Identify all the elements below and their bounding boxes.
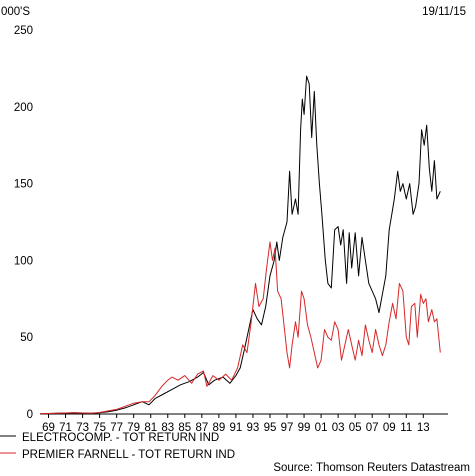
y-units-label: 000'S (1, 6, 30, 18)
x-tick-label: 77 (110, 422, 123, 434)
series-lines (39, 75, 441, 415)
x-tick-label: 81 (144, 422, 157, 434)
x-tick-label: 73 (76, 422, 89, 434)
x-tick-label: 97 (281, 422, 294, 434)
y-tick-label: 150 (14, 179, 33, 191)
x-tick-label: 69 (42, 422, 55, 434)
y-tick-label: 50 (20, 332, 33, 344)
x-tick-label: 09 (383, 422, 396, 434)
x-tick-label: 95 (264, 422, 277, 434)
series-line-electrocomp (39, 75, 441, 415)
series-line-premier-farnell (39, 241, 441, 415)
source-note: Source: Thomson Reuters Datastream (273, 462, 470, 474)
y-tick-label: 250 (14, 25, 33, 37)
x-tick-label: 89 (212, 422, 225, 434)
legend-label-premier-farnell: PREMIER FARNELL - TOT RETURN IND (22, 449, 235, 461)
x-tick-label: 85 (178, 422, 191, 434)
x-tick-label: 83 (161, 422, 174, 434)
chart-date: 19/11/15 (422, 6, 466, 18)
x-tick-label: 13 (417, 422, 430, 434)
y-tick-label: 200 (14, 102, 33, 114)
x-tick-label: 11 (400, 422, 412, 434)
x-tick-label: 71 (59, 422, 72, 434)
x-axis-ticks: 69 71 73 75 77 79 81 83 85 87 89 91 93 95 97 99 01 03 05 07… (42, 414, 430, 434)
x-tick-label: 05 (349, 422, 362, 434)
x-tick-label: 87 (195, 422, 208, 434)
legend-label-electrocomp: ELECTROCOMP. - TOT RETURN IND (22, 432, 219, 444)
y-axis-ticks: 0 50 100 150 200 250 (14, 25, 33, 421)
x-tick-label: 93 (247, 422, 260, 434)
x-tick-label: 07 (366, 422, 379, 434)
x-tick-label: 79 (127, 422, 140, 434)
x-tick-label: 99 (298, 422, 311, 434)
x-tick-label: 01 (315, 422, 328, 434)
x-tick-label: 75 (93, 422, 106, 434)
x-tick-label: 03 (332, 422, 345, 434)
y-tick-label: 100 (14, 255, 33, 267)
legend: ELECTROCOMP. - TOT RETURN IND PREMIER FA… (0, 432, 235, 461)
y-tick-label: 0 (27, 409, 33, 421)
x-tick-label: 91 (230, 422, 243, 434)
